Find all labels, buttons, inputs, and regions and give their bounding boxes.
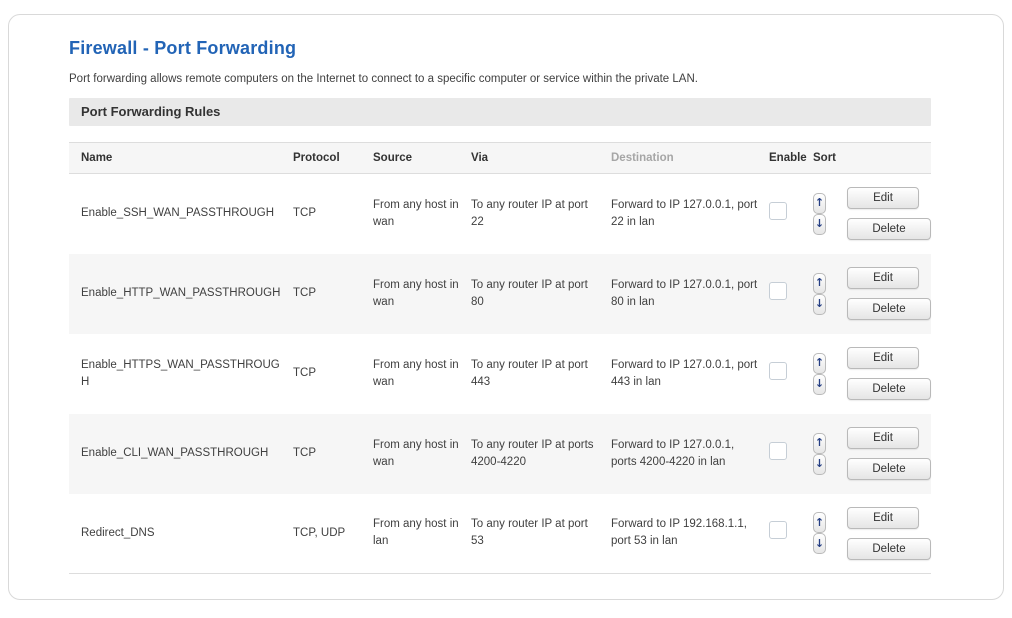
page-description: Port forwarding allows remote computers …	[69, 73, 698, 85]
edit-button[interactable]: Edit	[847, 427, 919, 449]
enable-checkbox[interactable]	[769, 201, 787, 220]
table-row: Enable_HTTPS_WAN_PASSTHROUGH TCP From an…	[69, 333, 931, 414]
rule-source: From any host in lan	[373, 518, 459, 548]
column-header-destination: Destination	[611, 152, 674, 164]
rule-protocol: TCP	[293, 207, 316, 220]
table-row: Redirect_DNS TCP, UDP From any host in l…	[69, 493, 931, 574]
sort-down-button[interactable]: ↓	[813, 453, 826, 475]
sort-up-button[interactable]: ↑	[813, 512, 826, 534]
column-header-enable: Enable	[769, 152, 807, 164]
arrow-up-icon: ↑	[814, 356, 825, 369]
table-row: Enable_HTTP_WAN_PASSTHROUGH TCP From any…	[69, 253, 931, 334]
rule-source: From any host in wan	[373, 438, 459, 468]
sort-up-button[interactable]: ↑	[813, 432, 826, 454]
arrow-up-icon: ↑	[814, 196, 825, 210]
rule-protocol: TCP, UDP	[293, 526, 346, 539]
edit-button[interactable]: Edit	[847, 347, 919, 369]
arrow-down-icon: ↓	[814, 217, 825, 231]
page-content: Firewall - Port Forwarding Port forwardi…	[69, 15, 931, 574]
sort-down-button[interactable]: ↓	[813, 373, 826, 395]
edit-button[interactable]: Edit	[847, 267, 919, 289]
table-row: Enable_CLI_WAN_PASSTHROUGH TCP From any …	[69, 413, 931, 494]
delete-button[interactable]: Delete	[847, 298, 931, 320]
delete-button[interactable]: Delete	[847, 218, 931, 241]
arrow-up-icon: ↑	[814, 515, 825, 529]
enable-checkbox[interactable]	[769, 361, 787, 380]
column-header-via: Via	[471, 152, 489, 164]
port-forwarding-table: Name Protocol Source Via Destination Ena…	[69, 142, 931, 574]
arrow-down-icon: ↓	[814, 377, 825, 390]
rule-destination: Forward to IP 127.0.0.1, port 80 in lan	[611, 278, 758, 308]
rule-destination: Forward to IP 127.0.0.1, ports 4200-4220…	[611, 438, 735, 468]
page-card: Firewall - Port Forwarding Port forwardi…	[8, 14, 1004, 600]
rule-name: Enable_HTTP_WAN_PASSTHROUGH	[81, 287, 281, 299]
rule-via: To any router IP at port 443	[471, 358, 588, 388]
column-header-source: Source	[373, 152, 412, 164]
arrow-up-icon: ↑	[814, 436, 825, 449]
sort-up-button[interactable]: ↑	[813, 352, 826, 374]
rule-protocol: TCP	[293, 367, 316, 379]
arrow-up-icon: ↑	[814, 276, 825, 289]
enable-checkbox[interactable]	[769, 441, 787, 460]
rule-name: Enable_HTTPS_WAN_PASSTHROUGH	[81, 358, 280, 388]
column-header-sort: Sort	[813, 152, 836, 164]
rule-source: From any host in wan	[373, 278, 459, 308]
sort-down-button[interactable]: ↓	[813, 213, 826, 235]
arrow-down-icon: ↓	[814, 457, 825, 470]
column-header-protocol: Protocol	[293, 152, 340, 164]
rule-source: From any host in wan	[373, 198, 459, 228]
table-header-row: Name Protocol Source Via Destination Ena…	[69, 142, 931, 174]
page-title: Firewall - Port Forwarding	[69, 38, 297, 58]
rule-via: To any router IP at ports 4200-4220	[471, 438, 594, 468]
rule-via: To any router IP at port 22	[471, 198, 588, 228]
arrow-down-icon: ↓	[814, 297, 825, 310]
sort-up-button[interactable]: ↑	[813, 272, 826, 294]
sort-down-button[interactable]: ↓	[813, 293, 826, 315]
rule-via: To any router IP at port 53	[471, 518, 588, 548]
rule-name: Enable_SSH_WAN_PASSTHROUGH	[81, 207, 275, 220]
section-legend: Port Forwarding Rules	[69, 98, 931, 126]
delete-button[interactable]: Delete	[847, 537, 931, 560]
sort-down-button[interactable]: ↓	[813, 533, 826, 555]
rule-destination: Forward to IP 127.0.0.1, port 443 in lan	[611, 358, 758, 388]
rule-name: Redirect_DNS	[81, 526, 155, 539]
edit-button[interactable]: Edit	[847, 187, 919, 210]
column-header-name: Name	[81, 152, 113, 164]
table-row: Enable_SSH_WAN_PASSTHROUGH TCP From any …	[69, 173, 931, 254]
delete-button[interactable]: Delete	[847, 378, 931, 400]
rule-destination: Forward to IP 127.0.0.1, port 22 in lan	[611, 198, 758, 228]
rule-destination: Forward to IP 192.168.1.1, port 53 in la…	[611, 518, 747, 548]
enable-checkbox[interactable]	[769, 281, 787, 300]
edit-button[interactable]: Edit	[847, 506, 919, 529]
delete-button[interactable]: Delete	[847, 458, 931, 480]
sort-up-button[interactable]: ↑	[813, 192, 826, 214]
rule-name: Enable_CLI_WAN_PASSTHROUGH	[81, 447, 269, 459]
arrow-down-icon: ↓	[814, 536, 825, 550]
rule-via: To any router IP at port 80	[471, 278, 588, 308]
enable-checkbox[interactable]	[769, 521, 787, 540]
rule-source: From any host in wan	[373, 358, 459, 388]
rule-protocol: TCP	[293, 447, 316, 459]
rule-protocol: TCP	[293, 287, 316, 299]
